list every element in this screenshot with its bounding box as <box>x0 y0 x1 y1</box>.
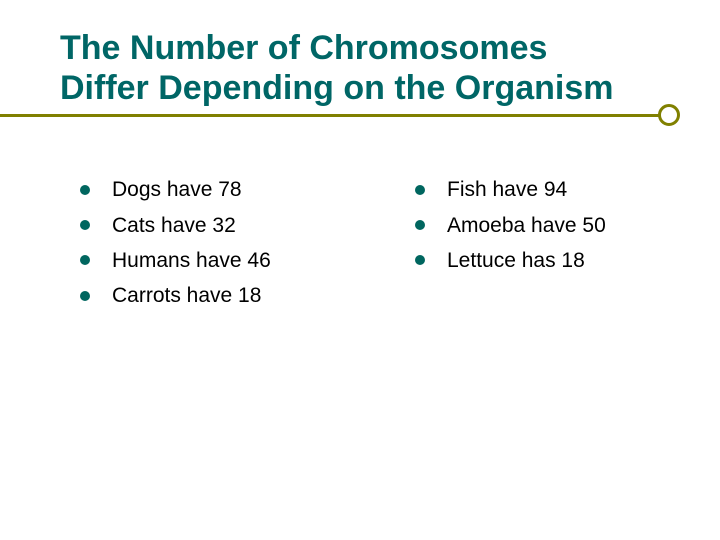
item-text: Carrots have 18 <box>112 282 261 309</box>
title-line-2: Differ Depending on the Organism <box>60 69 613 107</box>
list-item: Dogs have 78 <box>80 176 325 203</box>
item-text: Cats have 32 <box>112 212 236 239</box>
item-text: Lettuce has 18 <box>447 247 585 274</box>
content-columns: Dogs have 78 Cats have 32 Humans have 46… <box>60 176 660 317</box>
underline-bar <box>0 114 668 117</box>
list-item: Humans have 46 <box>80 247 325 274</box>
slide: The Number of Chromosomes Differ Dependi… <box>0 0 720 540</box>
bullet-icon <box>80 291 90 301</box>
bullet-icon <box>80 220 90 230</box>
right-column: Fish have 94 Amoeba have 50 Lettuce has … <box>415 176 660 317</box>
slide-title: The Number of Chromosomes Differ Dependi… <box>60 28 660 108</box>
list-item: Amoeba have 50 <box>415 212 660 239</box>
bullet-icon <box>415 255 425 265</box>
bullet-icon <box>80 255 90 265</box>
bullet-icon <box>415 185 425 195</box>
item-text: Amoeba have 50 <box>447 212 606 239</box>
item-text: Humans have 46 <box>112 247 271 274</box>
title-line-1: The Number of Chromosomes <box>60 29 547 67</box>
title-underline <box>0 114 720 134</box>
list-item: Fish have 94 <box>415 176 660 203</box>
bullet-icon <box>415 220 425 230</box>
list-item: Cats have 32 <box>80 212 325 239</box>
underline-circle-icon <box>658 104 680 126</box>
bullet-icon <box>80 185 90 195</box>
list-item: Lettuce has 18 <box>415 247 660 274</box>
left-column: Dogs have 78 Cats have 32 Humans have 46… <box>80 176 325 317</box>
item-text: Fish have 94 <box>447 176 567 203</box>
item-text: Dogs have 78 <box>112 176 242 203</box>
list-item: Carrots have 18 <box>80 282 325 309</box>
